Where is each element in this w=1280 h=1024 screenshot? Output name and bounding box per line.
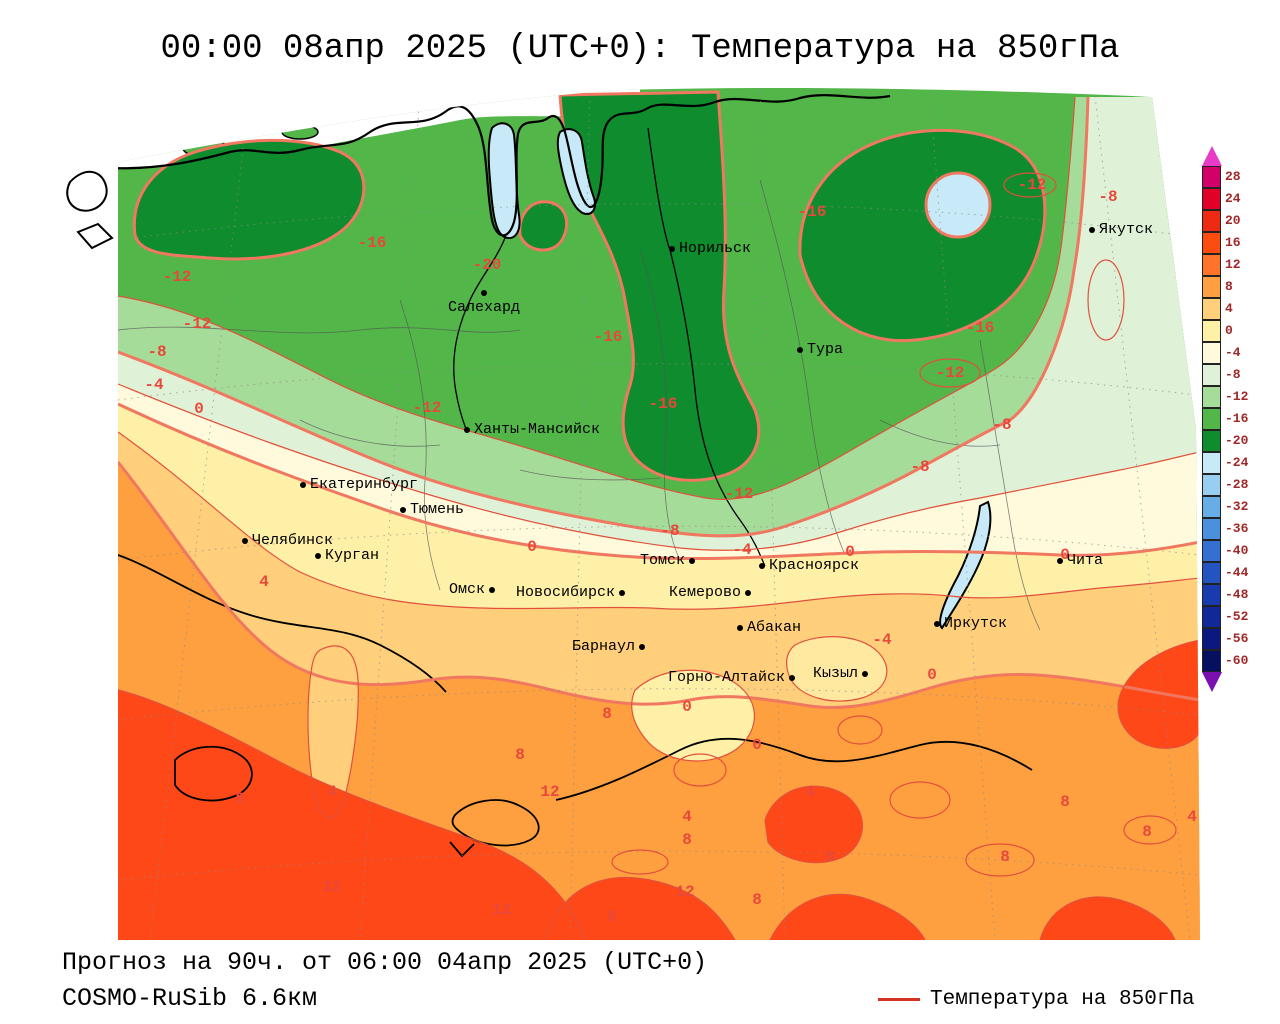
colorbar-swatch: [1202, 210, 1221, 232]
colorbar-cell: -16: [1202, 408, 1248, 430]
map-legend: Температура на 850гПа: [878, 988, 1195, 1011]
colorbar-tick-label: 24: [1225, 191, 1241, 206]
colorbar-cell: -52: [1202, 606, 1248, 628]
colorbar-cell: 4: [1202, 298, 1248, 320]
colorbar-swatch: [1202, 276, 1221, 298]
colorbar-tick-label: 12: [1225, 257, 1241, 272]
page-title: 00:00 08апр 2025 (UTC+0): Температура на…: [160, 30, 1120, 68]
colorbar-tick-label: -56: [1225, 631, 1249, 646]
colorbar-tick-label: 4: [1225, 301, 1233, 316]
model-info: COSMO-RuSib 6.6км: [62, 984, 318, 1013]
colorbar-cell: -60: [1202, 650, 1248, 672]
colorbar-cell: 0: [1202, 320, 1248, 342]
colorbar-swatch: [1202, 430, 1221, 452]
colorbar-swatch: [1202, 188, 1221, 210]
colorbar-cell: -44: [1202, 562, 1248, 584]
colorbar-tick-label: -44: [1225, 565, 1249, 580]
colorbar-swatch: [1202, 474, 1221, 496]
graticule: [118, 87, 1200, 940]
colorbar-cell: -20: [1202, 430, 1248, 452]
colorbar-cell: 24: [1202, 188, 1248, 210]
colorbar-cell: -56: [1202, 628, 1248, 650]
colorbar-cell: -12: [1202, 386, 1248, 408]
colorbar-cell: 28: [1202, 166, 1248, 188]
colorbar-tick-label: 8: [1225, 279, 1233, 294]
ob-gulf: [487, 122, 521, 240]
arctic-coastline: [118, 94, 891, 237]
colorbar-cell: -48: [1202, 584, 1248, 606]
colorbar-swatch: [1202, 320, 1221, 342]
colorbar-swatch: [1202, 342, 1221, 364]
colorbar-tick-label: -8: [1225, 367, 1241, 382]
colorbar-cell: 16: [1202, 232, 1248, 254]
legend-label: Температура на 850гПа: [930, 988, 1195, 1011]
colorbar-tick-label: -16: [1225, 411, 1249, 426]
colorbar-cell: 8: [1202, 276, 1248, 298]
colorbar-swatch: [1202, 254, 1221, 276]
map-field: [118, 87, 1200, 940]
colorbar-swatch: [1202, 540, 1221, 562]
taz-gulf: [556, 128, 596, 216]
colorbar-tick-label: -32: [1225, 499, 1249, 514]
rivers: [453, 127, 766, 567]
colorbar-tick-label: 20: [1225, 213, 1241, 228]
forecast-info: Прогноз на 90ч. от 06:00 04апр 2025 (UTC…: [62, 948, 708, 977]
colorbar-tick-label: 28: [1225, 169, 1241, 184]
colorbar-tick-label: -20: [1225, 433, 1249, 448]
colorbar-swatch: [1202, 584, 1221, 606]
temperature-bands: [118, 97, 1200, 940]
national-borders: [118, 554, 1033, 858]
offshore-islands: [66, 171, 114, 250]
colorbar-cell: 20: [1202, 210, 1248, 232]
colorbar-cell: -24: [1202, 452, 1248, 474]
colorbar-tick-label: -36: [1225, 521, 1249, 536]
colorbar-tick-label: -4: [1225, 345, 1241, 360]
colorbar-swatch: [1202, 232, 1221, 254]
colorbar-swatch: [1202, 408, 1221, 430]
colorbar-tick-label: -60: [1225, 653, 1249, 668]
colorbar-cell: -36: [1202, 518, 1248, 540]
colorbar-cell: -40: [1202, 540, 1248, 562]
colorbar-tick-label: -24: [1225, 455, 1249, 470]
colorbar-tick-label: -40: [1225, 543, 1249, 558]
colorbar-cells: 28 24 20 16 12 8 4 0 -4 -8 -12 -16 -20 -24 -28 -32 -36 -4…: [1202, 166, 1248, 672]
colorbar: 28 24 20 16 12 8 4 0 -4 -8 -12 -16 -20 -24 -28 -32 -36 -4…: [1202, 146, 1248, 692]
colorbar-swatch: [1202, 166, 1221, 188]
colorbar-swatch: [1202, 298, 1221, 320]
colorbar-tick-label: 16: [1225, 235, 1241, 250]
colorbar-cell: -28: [1202, 474, 1248, 496]
colorbar-arrow-down-icon: [1202, 672, 1222, 692]
colorbar-swatch: [1202, 496, 1221, 518]
colorbar-cell: -8: [1202, 364, 1248, 386]
minor-contour-lines: [118, 96, 1200, 940]
colorbar-swatch: [1202, 364, 1221, 386]
colorbar-swatch: [1202, 606, 1221, 628]
colorbar-tick-label: 0: [1225, 323, 1233, 338]
arctic-island: [281, 124, 319, 140]
colorbar-swatch: [1202, 386, 1221, 408]
colorbar-swatch: [1202, 650, 1221, 672]
colorbar-swatch: [1202, 452, 1221, 474]
colorbar-cell: -32: [1202, 496, 1248, 518]
colorbar-tick-label: -48: [1225, 587, 1249, 602]
colorbar-cell: 12: [1202, 254, 1248, 276]
colorbar-tick-label: -52: [1225, 609, 1249, 624]
colorbar-swatch: [1202, 628, 1221, 650]
colorbar-swatch: [1202, 518, 1221, 540]
cold-core-regions: [132, 90, 1047, 482]
colorbar-arrow-up-icon: [1202, 146, 1222, 166]
colorbar-tick-label: -12: [1225, 389, 1249, 404]
colorbar-swatch: [1202, 562, 1221, 584]
colorbar-cell: -4: [1202, 342, 1248, 364]
legend-line-sample: [878, 998, 920, 1001]
colorbar-tick-label: -28: [1225, 477, 1249, 492]
northern-lake: [924, 171, 992, 239]
